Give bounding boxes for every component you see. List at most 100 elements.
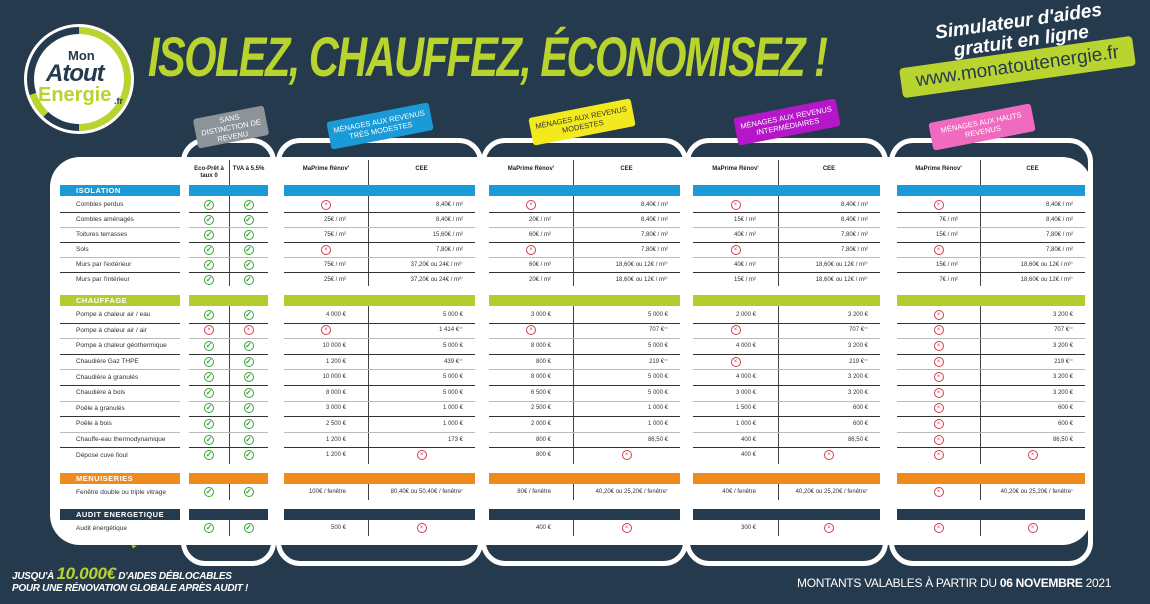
table-cell: 8 000 € [284, 385, 368, 401]
check-circle-icon: ✓ [204, 418, 214, 429]
table-cell: × [368, 447, 475, 463]
table-cell: × [489, 242, 573, 257]
section-bar [489, 509, 680, 520]
cross-circle-icon: × [730, 244, 741, 255]
table-cell: 37,20€ ou 24€ / m² * [368, 257, 475, 272]
footnote-marker: ** [864, 327, 868, 334]
table-cell: 8,40€ / m² [573, 197, 680, 212]
row-divider [284, 431, 475, 433]
row-divider [693, 400, 880, 402]
section-bar [489, 473, 680, 484]
table-cell: 7,80€ / m² [573, 227, 680, 242]
cell-value: 707 € [849, 327, 865, 334]
check-circle-icon: ✓ [204, 450, 214, 461]
section-bar [897, 185, 1085, 196]
validity-date: 06 NOVEMBRE [999, 576, 1083, 590]
column-divider [980, 484, 981, 500]
cell-value: 37,20€ ou 24€ / m² [410, 261, 462, 268]
table-cell: × [897, 401, 980, 417]
table-cell: 7,80€ / m² [778, 227, 880, 242]
table-cell: × [229, 323, 268, 339]
cell-value: 3 200 € [847, 342, 868, 349]
cell-value: 219 € [849, 358, 865, 365]
table-cell: 400 € [693, 432, 778, 448]
cross-circle-icon: × [730, 199, 741, 210]
footnote-marker: * [866, 489, 868, 495]
row-divider [60, 400, 180, 402]
row-divider [189, 338, 268, 340]
footnote-marker: ** [664, 358, 668, 365]
cell-value: 1 000 € [647, 420, 668, 427]
row-divider [693, 385, 880, 386]
check-circle-icon: ✓ [243, 450, 254, 461]
logo-text: .fr [114, 96, 123, 106]
table-cell: × [489, 197, 573, 212]
footnote-marker: * [1071, 261, 1073, 268]
column-divider [368, 520, 369, 536]
table-cell: × [897, 432, 980, 448]
row-divider [489, 353, 680, 355]
table-cell: 15€ / m² [897, 257, 980, 272]
table-cell: 7,80€ / m² [980, 242, 1085, 257]
table-cell: 3 200 € [980, 369, 1085, 385]
table-cell: × [693, 323, 778, 339]
row-divider [693, 431, 880, 433]
table-cell: ✓ [229, 432, 268, 448]
table-cell: 60€ / m² [489, 257, 573, 272]
row-divider [693, 257, 880, 258]
row-divider [897, 212, 1085, 213]
row-divider [284, 369, 475, 371]
table-cell: 7,80€ / m² [778, 242, 880, 257]
section-bar [60, 473, 180, 484]
section-bar [60, 509, 180, 520]
table-cell: 3 200 € [980, 385, 1085, 401]
table-cell: 2 500 € [489, 401, 573, 417]
row-divider [189, 431, 268, 433]
table-cell: 8,40€ / m² [573, 212, 680, 227]
row-divider [284, 227, 475, 228]
cell-value: 40€ / m² [733, 231, 756, 238]
cell-value: 439 € [444, 358, 460, 365]
check-circle-icon: ✓ [204, 244, 214, 255]
table-cell: 5 000 € [368, 338, 475, 354]
column-divider [368, 160, 369, 286]
cell-value: 80€ / fenêtre [517, 489, 551, 495]
check-circle-icon: ✓ [204, 487, 214, 497]
row-divider [693, 353, 880, 355]
table-cell: ✓ [189, 242, 229, 257]
cell-value: 60€ / m² [528, 261, 551, 268]
validity-year: 2021 [1085, 576, 1112, 590]
table-cell: 800 € [489, 447, 573, 463]
table-cell: 18,60€ ou 12€ / m² * [980, 272, 1085, 287]
row-divider [897, 353, 1085, 355]
row-divider [60, 272, 180, 273]
cell-value: 2 000 € [735, 311, 756, 318]
cell-value: 219 € [1054, 358, 1070, 365]
section-bar [693, 473, 880, 484]
cell-value: 5 000 € [442, 342, 463, 349]
table-cell: ✓ [229, 307, 268, 323]
cell-value: 500 € [330, 525, 346, 531]
table-cell: 75€ / m² [284, 257, 368, 272]
table-cell: × [897, 354, 980, 370]
footnote-marker: * [461, 276, 463, 283]
cell-value: 800 € [535, 436, 551, 443]
section-bar [693, 185, 880, 196]
table-cell: × [897, 242, 980, 257]
footnote-marker: * [666, 261, 668, 268]
row-divider [489, 338, 680, 340]
cell-value: 7,80€ / m² [640, 231, 668, 238]
row-divider [60, 353, 180, 355]
section-bar [284, 509, 475, 520]
cell-value: 8,40€ / m² [1045, 216, 1073, 223]
row-label: Poêle à bois [76, 420, 112, 428]
check-circle-icon: ✓ [204, 340, 214, 351]
cell-value: 25€ / m² [323, 276, 346, 283]
table-cell: 219 € ** [980, 354, 1085, 370]
row-divider [693, 416, 880, 418]
cell-value: 8,40€ / m² [1045, 201, 1073, 208]
cross-circle-icon: × [1027, 450, 1038, 461]
table-cell: ✓ [229, 401, 268, 417]
cell-value: 18,60€ ou 12€ / m² [815, 261, 867, 268]
